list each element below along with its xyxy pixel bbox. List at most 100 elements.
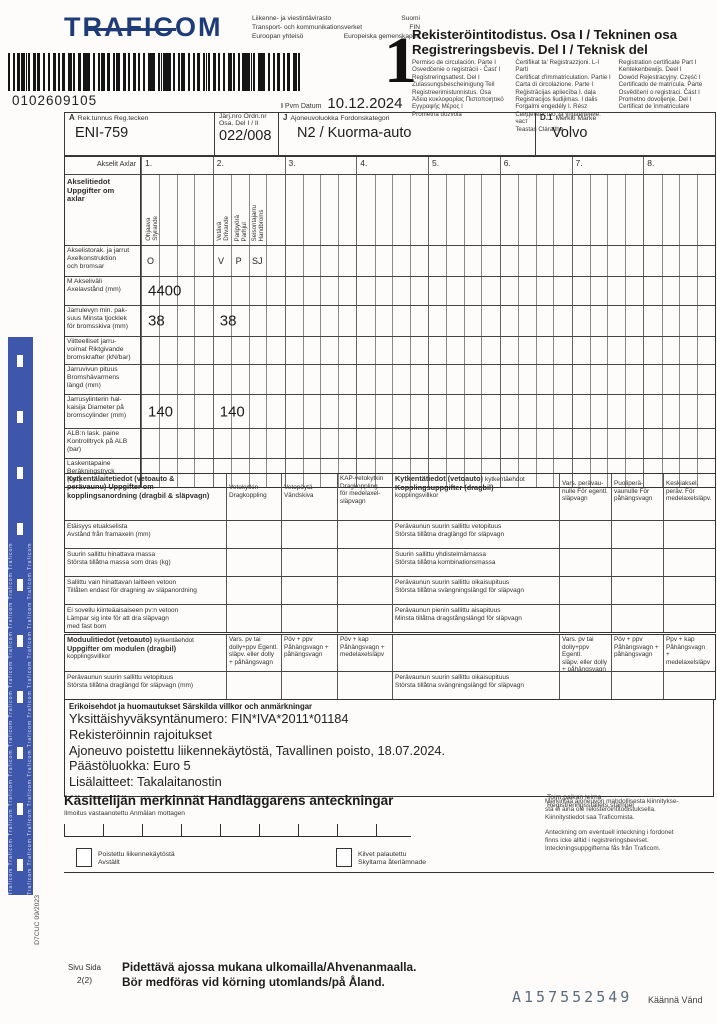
field-label: Järj.nro Ordn.nr Osa. Del I / II <box>219 113 267 127</box>
value-cell <box>663 521 711 548</box>
field-label: Merkki Märke <box>555 115 597 122</box>
date-field-label: Pvm Datum <box>284 103 322 110</box>
checkbox-plates-returned-label: Kilvet palautettu Skyltarna återlämnade <box>358 851 427 867</box>
value-cell <box>337 577 392 604</box>
turn-over-label: Käännä Vänd <box>648 995 703 1005</box>
axle-column-number: 6. <box>499 157 572 174</box>
carry-abroad-note: Pidettävä ajossa mukana ulkomailla/Ahven… <box>122 960 416 989</box>
notification-received-label: Ilmoitus vastaanotettu Anmälan mottagen <box>64 810 185 817</box>
document-serial-number: A157552549 <box>512 988 633 1006</box>
module-table: Moduulitiedot (vetoauto) kytkentäehdot U… <box>64 634 716 700</box>
disc-thickness-axle1: 38 <box>148 312 165 330</box>
order-number-value: 022/008 <box>219 127 272 144</box>
lang-title: Permiso de circulación. Parte I <box>412 59 496 66</box>
cylinder-diameter-axle2: 140 <box>219 403 245 420</box>
page-label: Sivu Sida <box>68 963 101 972</box>
axle2-driven-code: V <box>217 256 224 266</box>
axle-cell <box>428 365 500 394</box>
driven-axle-label: Vetävä Drivande <box>215 216 230 241</box>
checkbox-deregistered: Poistettu liikennekäytöstä Avställt <box>76 848 175 868</box>
axle-cell <box>499 277 572 305</box>
coupling-row-3: Sallittu vain hinattavan laitteen vetoon… <box>65 576 715 604</box>
axle-cell <box>428 429 500 458</box>
axle-cell <box>643 175 715 245</box>
axle-cell <box>356 175 428 245</box>
value-cell <box>611 577 663 604</box>
lang-title: Registracijos liudijimas. I dalis <box>515 96 598 104</box>
axle-cell <box>212 337 285 364</box>
axle-cell <box>571 395 644 428</box>
axle-cell <box>428 337 500 364</box>
row-label-max-towed-mass: Suurin sallittu hinattava massa Största … <box>67 551 171 566</box>
module-title-fi-reg: kytkentäehdot <box>154 637 194 644</box>
axle2-cell: 38 <box>212 306 285 336</box>
axle-cell <box>284 306 357 336</box>
value-cell <box>559 672 611 699</box>
lang-column-1: Permiso de circulación. Parte I Osvedčeni… <box>412 59 508 133</box>
strip-repeat-text: Traficom Traficom Traficom Traficom Traf… <box>8 542 14 895</box>
coupling-right-title: Kytkentätiedot (vetoauto) kytkentäehdot … <box>392 474 559 520</box>
col-drawbar-coupling: Vetokytkin Dragkoppling <box>226 474 281 520</box>
agency-line-fi: Liikenne- ja viestintävirasto <box>252 15 332 22</box>
axle-cell <box>499 429 572 458</box>
cylinder-diameter-axle1: 140 <box>148 403 174 420</box>
special-condition-line: Päästöluokka: Euro 5 <box>69 758 191 774</box>
row-label-min-drawbar-length: Perävaunun pienin sallittu aisapituus Mi… <box>392 605 559 632</box>
axle-cell <box>571 277 644 305</box>
axle-cell <box>141 429 213 458</box>
lang-title: Registration certificate Part I <box>618 59 697 66</box>
value-cell <box>337 521 392 548</box>
row-label-not-rigid-drawbar: Ei sovellu kiinteäaisaiseen pv:n vetoon … <box>67 607 179 630</box>
handler-notes-title: Käsittelijän merkinnät Handläggarens ant… <box>64 793 394 808</box>
axle-cell <box>284 337 357 364</box>
steering-axle-label: Ohjaava Styrande <box>144 216 159 241</box>
col-semi-plus-semi: Pöv + ppv Påhängsvagn + påhängsvagn <box>281 635 337 671</box>
date-value: 10.12.2024 <box>327 95 403 112</box>
field-vehicle-category: J Ajoneuvoluokka Fordonskategori N2 / Kuo… <box>279 113 536 155</box>
lang-title: Prometno dovoljenje. Del I <box>618 96 692 104</box>
agency-line-sv: Transport- och kommunikationsverket <box>252 24 363 31</box>
axle1-construction-code: O <box>146 256 154 266</box>
axle-cell <box>571 365 644 394</box>
special-conditions-lines: Yksittäishyväksyntänumero: FIN*IVA*2011*… <box>69 711 709 790</box>
field-label: Ajoneuvoluokka Fordonskategori <box>290 115 390 122</box>
axle-row-reference-brake-forces: Viitteelliset jarru- voimat Riktgivande … <box>65 336 715 364</box>
agency-line-eu-sv: Europeiska gemenskapen <box>343 33 420 40</box>
agency-line-eu-fi: Euroopan yhteisö <box>252 33 304 40</box>
module-title: Moduulitiedot (vetoauto) kytkentäehdot U… <box>65 635 226 671</box>
lang-title: Certificat de înmatriculare <box>618 103 690 111</box>
value-cell <box>337 605 392 632</box>
checkbox-deregistered-box <box>76 848 92 867</box>
document-title: Rekisteröintitodistus. Osa I / Tekninen … <box>412 27 714 57</box>
value-cell <box>226 577 281 604</box>
mortgage-note-sv: Anteckning om eventuell inteckning i for… <box>545 829 674 852</box>
agency-country-code: FIN <box>409 24 420 31</box>
value-cell <box>663 549 711 576</box>
handler-notes-section: Käsittelijän merkinnät Handläggarens ant… <box>64 792 714 873</box>
row-label: Jarruvivun pituus Bromshävarmens längd (… <box>65 365 141 394</box>
right-title-sv-reg: kopplingsvillkor <box>395 492 439 500</box>
page-value: 2(2) <box>76 975 93 985</box>
lang-title: Teastas Cláraithe <box>515 125 564 133</box>
lang-title: Свидетелство за управление. част <box>515 110 601 126</box>
row-label-max-swing-length: Perävaunun suurin sallittu oikaisupituus… <box>392 577 559 604</box>
value-cell <box>226 521 281 548</box>
lang-title: Carta di circolazione. Parte I <box>515 81 594 89</box>
col-ordinary-trailer: Vars. perävau- nulle För egentl. släpvag… <box>559 474 611 520</box>
twin-wheel-label: Paripyörä Parhjul <box>233 214 248 241</box>
axle-cell <box>284 277 357 305</box>
mortgage-notes: Merkintää ajoneuvon mahdollisesta kiinni… <box>545 798 715 861</box>
part-number-1: 1 <box>384 24 417 97</box>
value-cell <box>281 577 337 604</box>
col-centre-axle-trailer: Keskiaksel. peräv. För medelaxelsläpv. <box>663 474 711 520</box>
coupling-row-4: Ei sovellu kiinteäaisaiseen pv:n vetoon … <box>65 604 715 632</box>
module-row-1: Perävaunun suurin sallittu vetopituus St… <box>65 671 715 699</box>
value-cell <box>663 577 711 604</box>
barcode-number: 0102609105 <box>12 93 98 108</box>
make-value: Volvo <box>552 125 588 142</box>
lang-title: Registreerimistunnistus. Osa <box>412 88 492 96</box>
axle-column-number: 4. <box>356 157 428 174</box>
col-ordinary-or-dolly: Vars. pv tai dolly+ppv Egentl. släpv. el… <box>559 635 611 671</box>
axle-row-wheelbase: M Akseliväli Axelavstånd (mm) 4400 <box>65 276 715 305</box>
